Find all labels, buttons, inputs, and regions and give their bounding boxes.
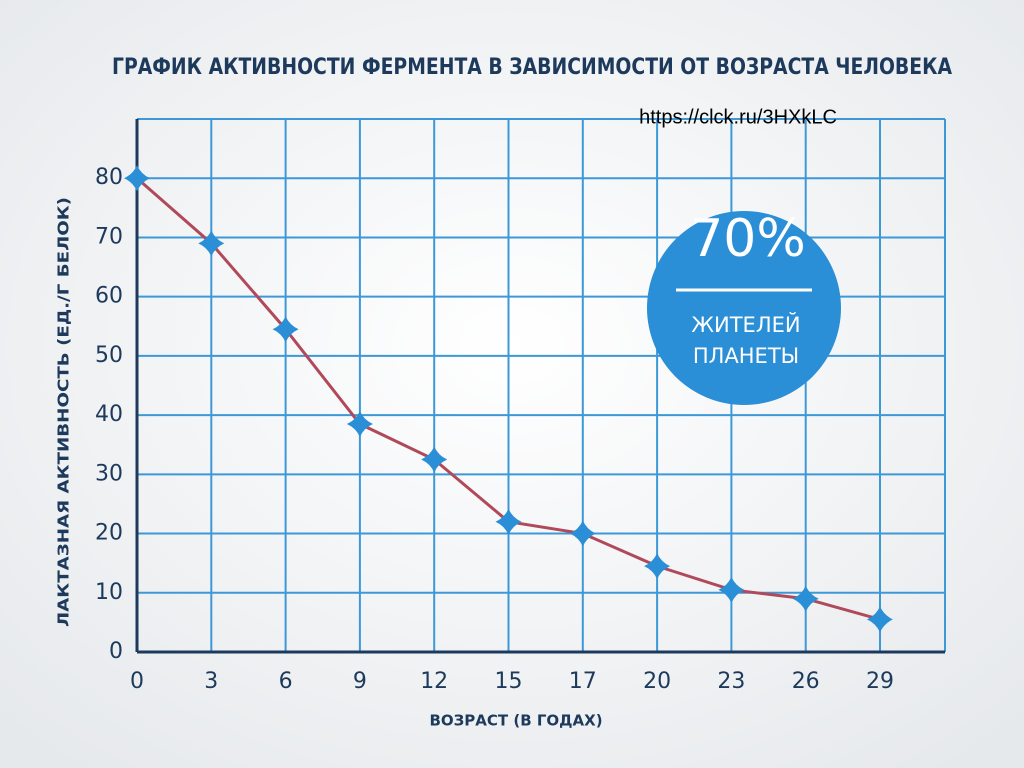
y-axis-label: ЛАКТАЗНАЯ АКТИВНОСТЬ (ЕД./Г БЕЛОК) [55,197,73,627]
y-tick-label: 10 [95,580,123,605]
x-tick-label: 17 [569,669,597,694]
chart-title: ГРАФИК АКТИВНОСТИ ФЕРМЕНТА В ЗАВИСИМОСТИ… [112,55,952,80]
y-tick-label: 60 [95,284,123,309]
data-point [124,165,150,192]
x-tick-label: 9 [353,669,367,694]
annotation-text: ПЛАНЕТЫ [693,344,799,368]
data-point [792,585,819,612]
x-tick-label: 23 [717,669,745,694]
data-point [346,410,373,437]
x-tick-label: 26 [792,669,820,694]
y-tick-label: 20 [95,521,123,546]
y-tick-label: 40 [95,402,123,427]
data-point [644,553,671,580]
annotation-text: ЖИТЕЛЕЙ [691,312,800,337]
x-tick-label: 0 [130,669,144,694]
x-tick-label: 15 [495,669,523,694]
x-tick-label: 29 [866,669,894,694]
annotation-percent: 70% [690,209,806,269]
y-tick-label: 70 [95,224,123,249]
x-tick-label: 6 [279,669,293,694]
source-url: https://clck.ru/3HXkLC [639,106,837,128]
data-point [495,508,522,535]
x-axis-label: ВОЗРАСТ (В ГОДАХ) [429,712,602,730]
x-tick-label: 3 [204,669,218,694]
data-point [421,446,448,473]
x-tick-label: 12 [420,669,448,694]
x-tick-label: 20 [643,669,671,694]
data-point [272,316,299,343]
y-tick-label: 0 [109,639,123,664]
y-tick-label: 30 [95,461,123,486]
data-point [867,606,893,633]
y-tick-label: 80 [95,165,123,190]
data-point [198,230,225,257]
highlight-circle [647,211,841,405]
grid: 0 10 20 30 40 50 60 70 80 0 3 6 9 12 15 17 20 23 26 29 [95,118,946,694]
plot [124,165,893,633]
data-point [569,520,596,547]
data-point [718,576,745,603]
y-tick-label: 50 [95,343,123,368]
